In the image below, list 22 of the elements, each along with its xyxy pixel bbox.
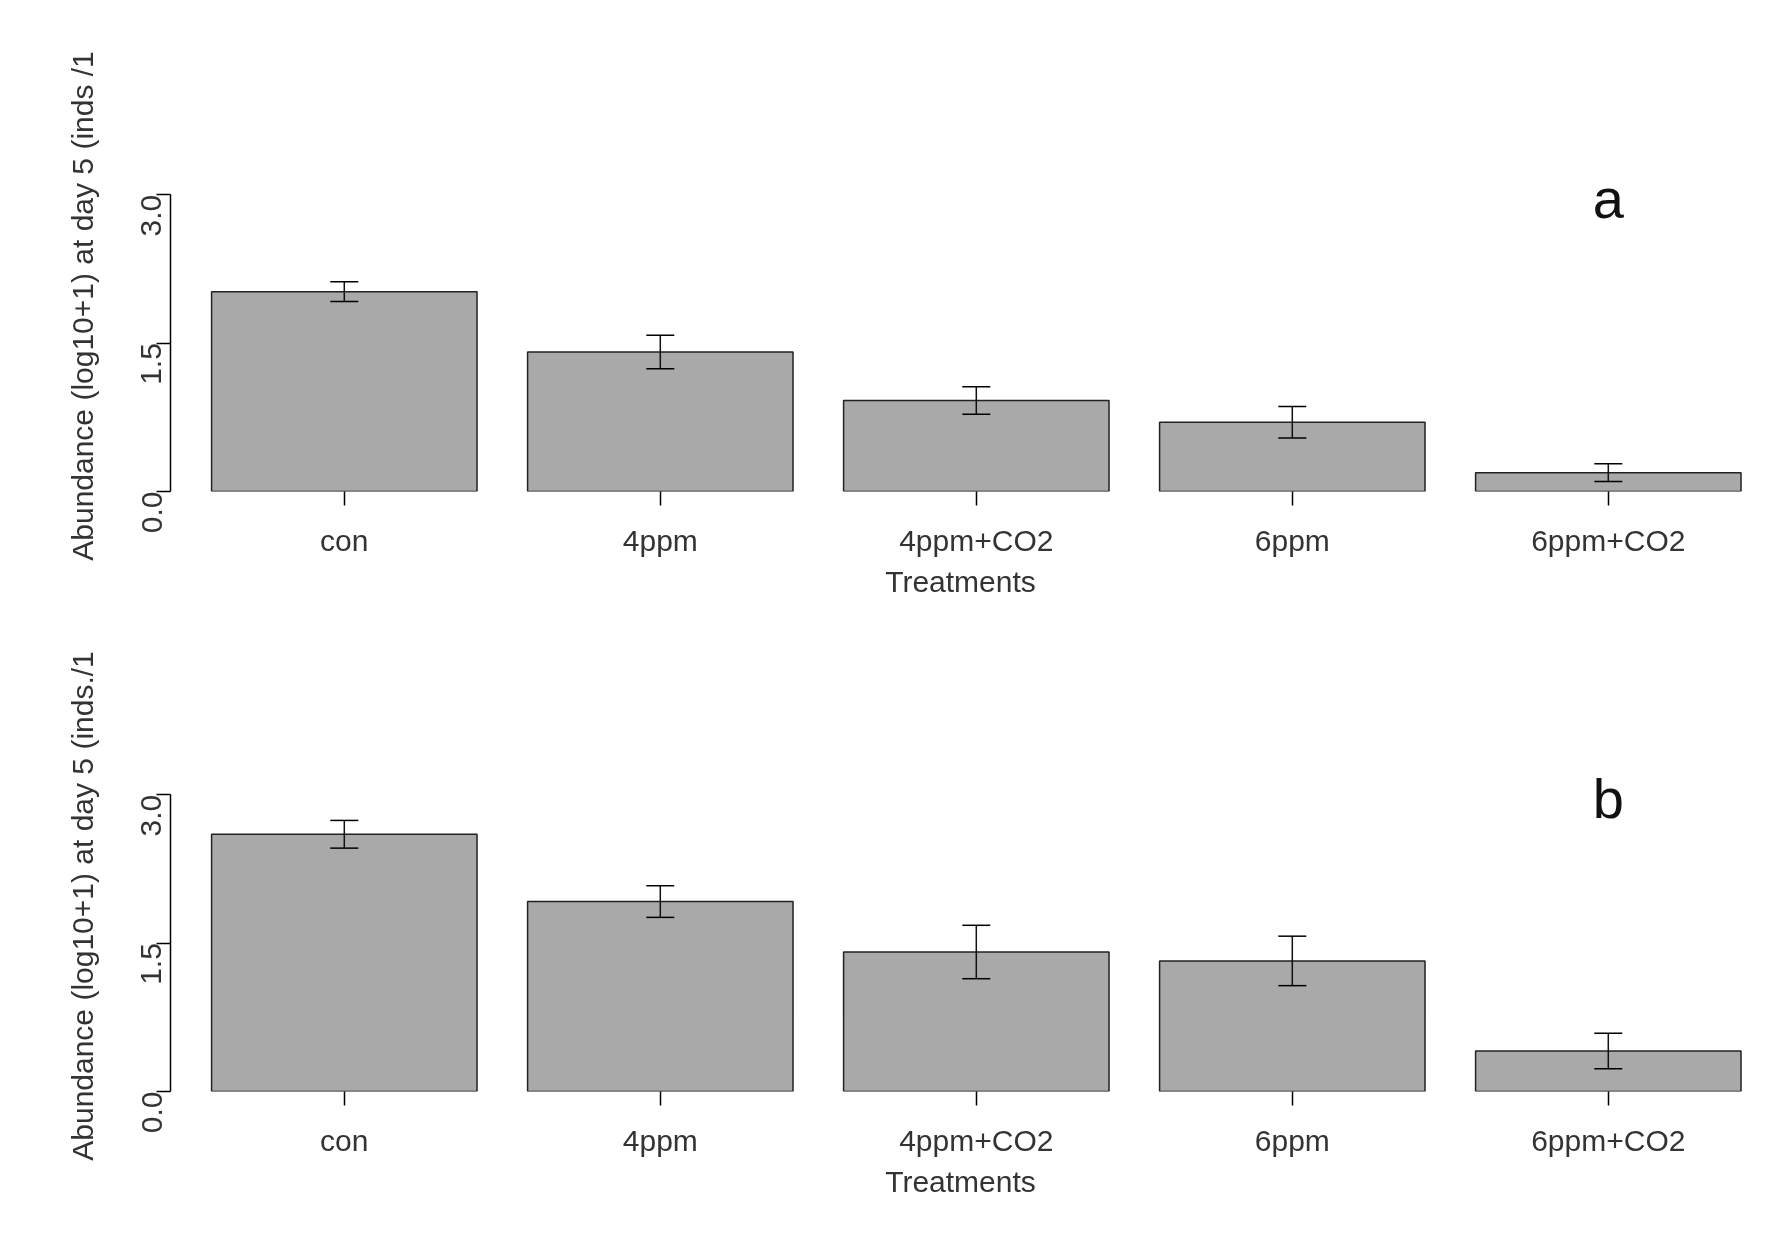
y-axis-title: Abundance (log10+1) at day 5 (inds /1 bbox=[65, 51, 99, 561]
x-tick-label: con bbox=[320, 1123, 369, 1157]
x-tick-label: 6ppm bbox=[1254, 523, 1330, 557]
x-axis-title: Treatments bbox=[885, 1164, 1036, 1198]
y-tick-label: 1.5 bbox=[134, 343, 168, 385]
y-tick-label: 3.0 bbox=[134, 194, 168, 237]
y-axis-title: Abundance (log10+1) at day 5 (inds./1 bbox=[65, 651, 99, 1161]
x-tick-label: con bbox=[320, 523, 369, 557]
y-tick-label: 3.0 bbox=[134, 794, 168, 837]
x-tick-label: 4ppm+CO2 bbox=[899, 523, 1054, 557]
annotation: b bbox=[1592, 767, 1624, 831]
x-tick-label: 4ppm bbox=[622, 1123, 698, 1157]
y-tick-label: 0.0 bbox=[134, 491, 168, 534]
x-tick-label: 6ppm+CO2 bbox=[1531, 523, 1686, 557]
x-tick-label: 4ppm bbox=[622, 523, 698, 557]
y-tick-label: 1.5 bbox=[134, 943, 168, 985]
y-tick-label: 0.0 bbox=[134, 1091, 168, 1134]
x-tick-label: 4ppm+CO2 bbox=[899, 1123, 1054, 1157]
annotation: a bbox=[1592, 167, 1625, 231]
x-axis-title: Treatments bbox=[885, 564, 1036, 598]
x-tick-label: 6ppm+CO2 bbox=[1531, 1123, 1686, 1157]
x-tick-label: 6ppm bbox=[1254, 1123, 1330, 1157]
